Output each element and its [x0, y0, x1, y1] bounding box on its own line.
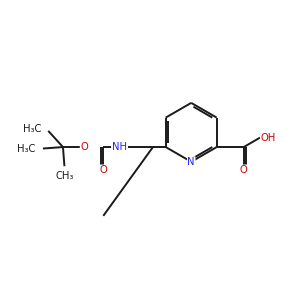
- Text: H₃C: H₃C: [17, 143, 36, 154]
- Text: H₃C: H₃C: [22, 124, 41, 134]
- Text: OH: OH: [261, 133, 276, 142]
- Text: CH₃: CH₃: [56, 172, 74, 182]
- Text: O: O: [99, 165, 107, 175]
- Text: N: N: [188, 157, 195, 167]
- Text: O: O: [240, 165, 248, 175]
- Text: O: O: [80, 142, 88, 152]
- Text: NH: NH: [112, 142, 127, 152]
